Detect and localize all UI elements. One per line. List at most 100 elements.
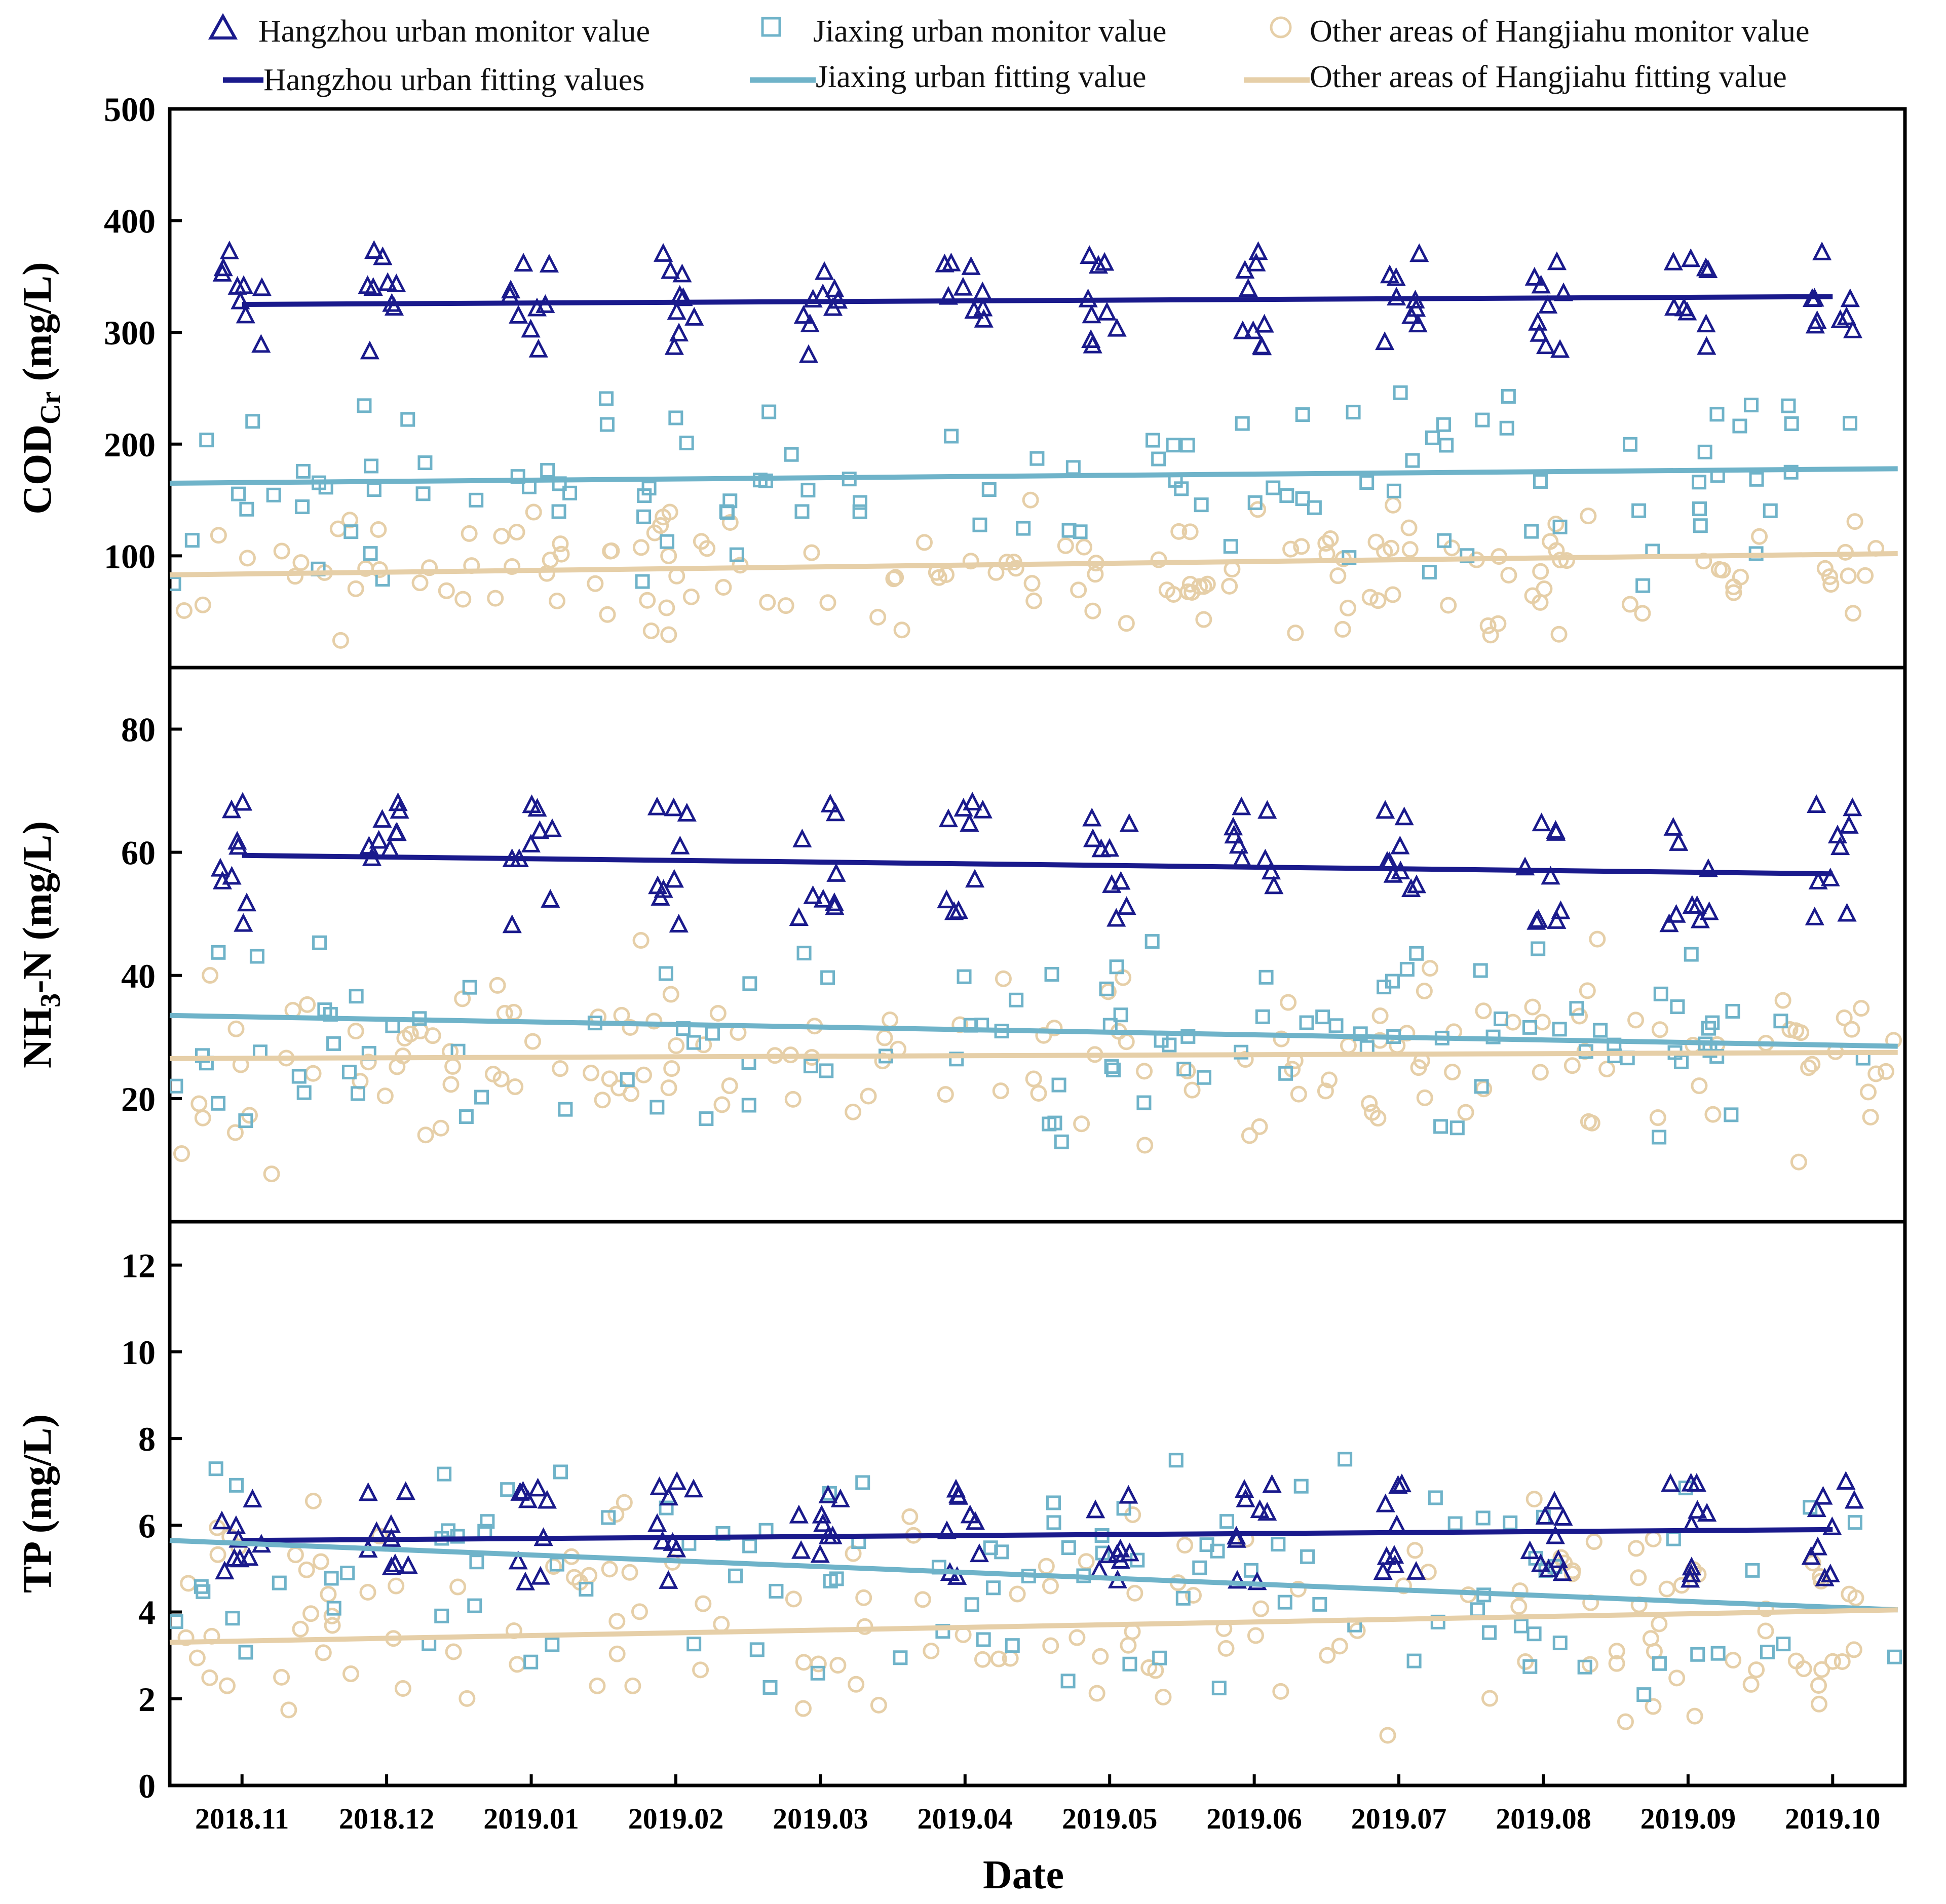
hangzhou-point [965, 1511, 985, 1530]
jiaxing-point [1409, 946, 1424, 961]
hangzhou-point [1082, 807, 1102, 827]
hangzhou-point [1837, 306, 1856, 325]
hangzhou-point [364, 240, 384, 259]
legend: Hangzhou urban monitor value Jiaxing urb… [208, 13, 1810, 97]
hangzhou-point [684, 306, 704, 326]
other-point [1748, 1661, 1765, 1679]
hangzhou-point [1254, 314, 1274, 333]
jiaxing-point [231, 486, 246, 501]
hangzhou-point [1697, 336, 1716, 355]
other-point [1824, 1653, 1841, 1670]
hangzhou-point [384, 297, 404, 316]
hangzhou-point [1401, 878, 1421, 897]
hangzhou-point [541, 889, 560, 908]
legend-hz-monitor-marker [208, 13, 238, 40]
jiaxing-point [1552, 1022, 1567, 1037]
hangzhou-point [1822, 1516, 1842, 1535]
jiaxing-point [1481, 1625, 1497, 1640]
jiaxing-point [1631, 503, 1647, 518]
other-point [315, 1644, 332, 1661]
x-tick-label: 2019.02 [628, 1802, 724, 1835]
other-point [489, 977, 506, 994]
hangzhou-point [539, 254, 559, 273]
other-point [347, 580, 364, 597]
other-point [1073, 1115, 1090, 1133]
other-point [1608, 1655, 1625, 1672]
hangzhou-point [1664, 297, 1684, 316]
jiaxing-point [699, 1111, 714, 1126]
legend-ot-monitor-marker [1270, 16, 1292, 38]
hangzhou-point [1808, 871, 1828, 890]
jiaxing-point [981, 482, 997, 497]
other-point [553, 546, 570, 563]
hangzhou-point [509, 304, 528, 324]
hangzhou-point [233, 792, 253, 811]
other-point [608, 1645, 626, 1662]
other-point [1118, 615, 1135, 632]
hangzhou-point [973, 297, 993, 317]
jiaxing-point [170, 576, 181, 591]
other-point [1069, 1629, 1086, 1646]
hangzhou-point [1086, 1499, 1105, 1519]
hangzhou-point [1553, 1507, 1573, 1526]
hangzhou-point [537, 1490, 557, 1509]
other-point [1534, 1014, 1551, 1031]
hangzhou-point [1376, 800, 1395, 819]
other-point [990, 1650, 1007, 1667]
jiaxing-point [1531, 941, 1546, 956]
hangzhou-fit-line [242, 1527, 1833, 1543]
jiaxing-point [474, 1090, 489, 1105]
other-point [454, 990, 471, 1007]
hangzhou-point [1392, 1473, 1412, 1493]
hangzhou-point [513, 1481, 533, 1500]
hangzhou-point [1083, 828, 1103, 847]
other-point [1272, 1683, 1289, 1700]
other-point [1181, 575, 1199, 593]
other-point [304, 1492, 322, 1509]
hangzhou-point [820, 793, 840, 812]
hangzhou-point [1698, 858, 1718, 877]
hangzhou-point [514, 253, 533, 272]
other-point [218, 1677, 236, 1694]
hangzhou-point [1252, 336, 1272, 356]
jiaxing-point [540, 463, 555, 478]
other-point [424, 1027, 441, 1044]
jiaxing-point [1636, 1687, 1652, 1702]
hangzhou-point [1548, 1549, 1568, 1568]
hangzhou-point [252, 277, 272, 296]
hangzhou-point [1262, 1474, 1282, 1493]
hangzhou-point [378, 272, 398, 291]
hangzhou-point [388, 792, 408, 811]
other-point [320, 1585, 337, 1603]
legend-ot-monitor-label: Other areas of Hangjiahu monitor value [1310, 14, 1810, 49]
hangzhou-point [502, 914, 522, 934]
other-point [1322, 530, 1339, 548]
x-tick-label: 2019.05 [1062, 1802, 1158, 1835]
other-point [280, 1701, 297, 1719]
jiaxing-point [1258, 969, 1274, 985]
jiaxing-point [1307, 500, 1322, 515]
hangzhou-point [791, 1540, 811, 1559]
jiaxing-point [1776, 1637, 1791, 1652]
jiaxing-point [1406, 1653, 1422, 1668]
hangzhou-point [964, 300, 984, 319]
other-point [1136, 1063, 1153, 1080]
other-point [692, 1661, 709, 1679]
hangzhou-point [1235, 260, 1255, 279]
other-point [1742, 1676, 1760, 1693]
hangzhou-point [1119, 813, 1139, 832]
jiaxing-point [211, 1096, 226, 1111]
jiaxing-point [1763, 503, 1778, 518]
hangzhou-point [670, 835, 690, 854]
other-point [1371, 1007, 1389, 1025]
other-point [1293, 538, 1310, 555]
y-tick-label: 4 [138, 1594, 156, 1632]
hangzhou-point [664, 797, 683, 817]
hangzhou-point [1406, 874, 1427, 893]
hangzhou-point [1406, 1561, 1426, 1580]
jiaxing-point [1692, 475, 1707, 490]
other-fit-line [169, 1607, 1898, 1645]
x-tick-label: 2019.04 [918, 1802, 1013, 1835]
jiaxing-point [1271, 1537, 1286, 1552]
jiaxing-point [1393, 385, 1408, 400]
